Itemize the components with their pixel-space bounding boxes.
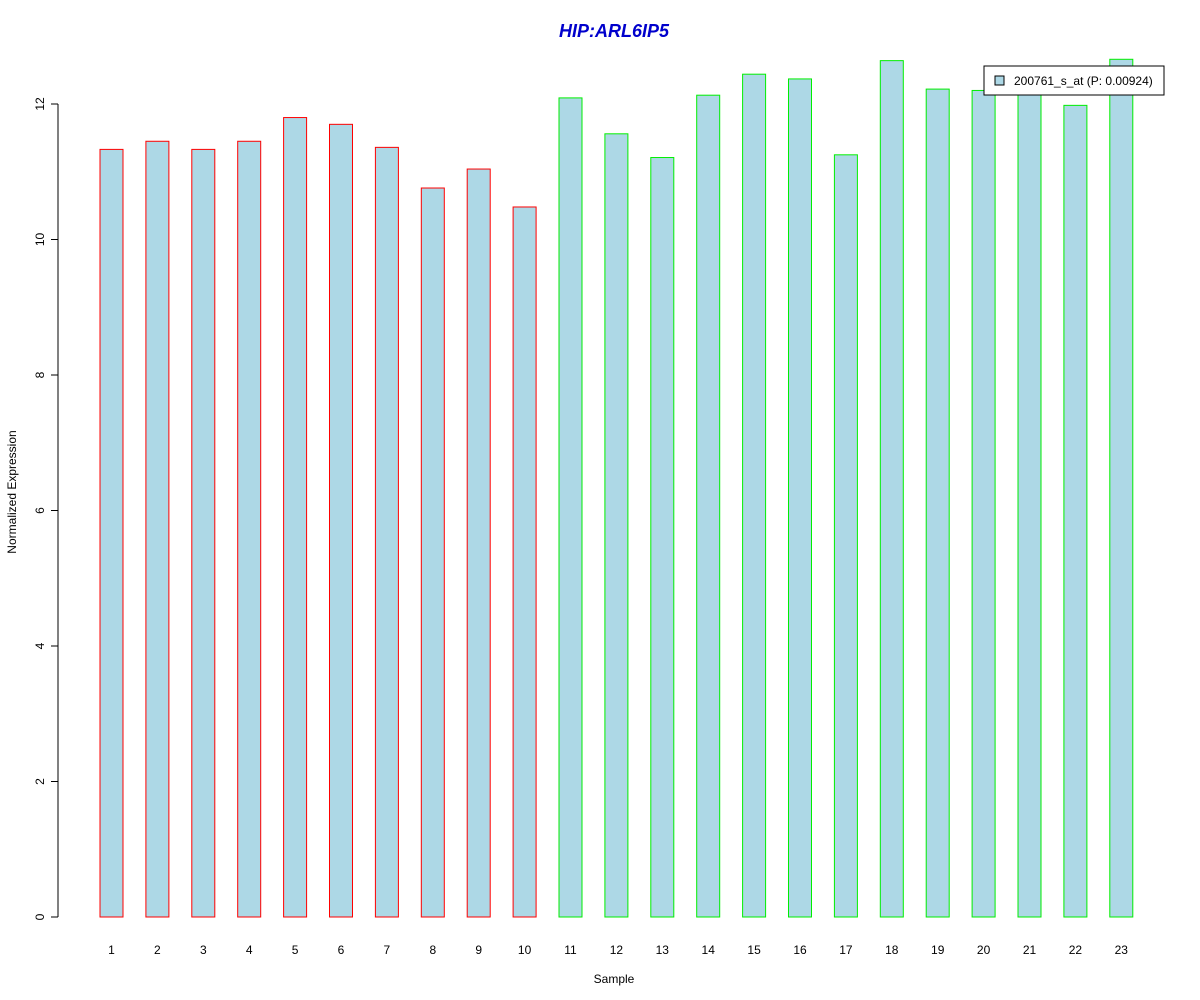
bar-sample-4 xyxy=(237,140,262,918)
y-tick-label: 2 xyxy=(33,778,47,785)
bar-sample-2 xyxy=(145,140,170,918)
x-tick-label: 14 xyxy=(702,943,716,957)
x-tick-labels: 1 2 3 4 5 6 7 8 9 10 11 12 13 14 15 16 17 18 19 20 21 22 23 xyxy=(108,943,1128,957)
x-tick-label: 2 xyxy=(154,943,161,957)
bar-sample-15 xyxy=(742,73,767,918)
x-tick-label: 23 xyxy=(1115,943,1129,957)
bar-sample-17 xyxy=(833,154,858,918)
bar-sample-10 xyxy=(512,206,537,918)
bar-sample-20 xyxy=(971,89,996,918)
bar-sample-14 xyxy=(696,94,721,918)
x-tick-label: 1 xyxy=(108,943,115,957)
bar-sample-19 xyxy=(925,88,950,918)
x-tick-label: 13 xyxy=(656,943,670,957)
x-tick-label: 6 xyxy=(338,943,345,957)
x-tick-label: 17 xyxy=(839,943,853,957)
x-tick-label: 3 xyxy=(200,943,207,957)
y-tick-label: 6 xyxy=(33,507,47,514)
bars xyxy=(99,58,1134,918)
bar-sample-7 xyxy=(374,146,399,918)
x-tick-label: 19 xyxy=(931,943,945,957)
y-axis: 0 2 4 6 8 10 12 xyxy=(33,97,59,920)
x-tick-label: 16 xyxy=(793,943,807,957)
x-tick-label: 22 xyxy=(1069,943,1083,957)
bar-sample-23 xyxy=(1109,58,1134,918)
y-tick-label: 4 xyxy=(33,642,47,649)
x-tick-label: 8 xyxy=(429,943,436,957)
bar-sample-13 xyxy=(650,157,675,918)
y-tick-label: 0 xyxy=(33,913,47,920)
legend: 200761_s_at (P: 0.00924) xyxy=(983,65,1165,96)
x-tick-label: 4 xyxy=(246,943,253,957)
x-tick-label: 20 xyxy=(977,943,991,957)
x-tick-label: 7 xyxy=(384,943,391,957)
bar-sample-21 xyxy=(1017,90,1042,918)
bar-sample-5 xyxy=(283,117,308,918)
x-axis-label: Sample xyxy=(594,972,635,986)
bar-sample-3 xyxy=(191,148,216,918)
x-tick-label: 10 xyxy=(518,943,532,957)
bar-sample-6 xyxy=(329,123,353,918)
x-tick-label: 15 xyxy=(747,943,761,957)
bar-sample-11 xyxy=(558,97,583,918)
y-axis-label: Normalized Expression xyxy=(5,430,19,553)
bar-sample-9 xyxy=(466,168,491,918)
x-tick-label: 5 xyxy=(292,943,299,957)
y-tick-label: 8 xyxy=(33,371,47,378)
chart-title: HIP:ARL6IP5 xyxy=(559,21,670,41)
y-tick-label: 10 xyxy=(33,233,47,247)
legend-entry: 200761_s_at (P: 0.00924) xyxy=(1014,74,1153,88)
bar-sample-8 xyxy=(420,187,445,918)
x-tick-label: 18 xyxy=(885,943,899,957)
bar-sample-18 xyxy=(879,60,904,918)
x-tick-label: 21 xyxy=(1023,943,1037,957)
bar-sample-16 xyxy=(788,78,812,918)
bar-sample-22 xyxy=(1063,104,1088,918)
bar-sample-12 xyxy=(604,133,629,918)
x-tick-label: 11 xyxy=(564,943,577,957)
legend-swatch xyxy=(994,75,1005,86)
legend-box xyxy=(983,65,1165,96)
bar-sample-1 xyxy=(99,148,124,918)
x-tick-label: 9 xyxy=(475,943,482,957)
x-tick-label: 12 xyxy=(610,943,624,957)
y-tick-label: 12 xyxy=(33,97,47,111)
